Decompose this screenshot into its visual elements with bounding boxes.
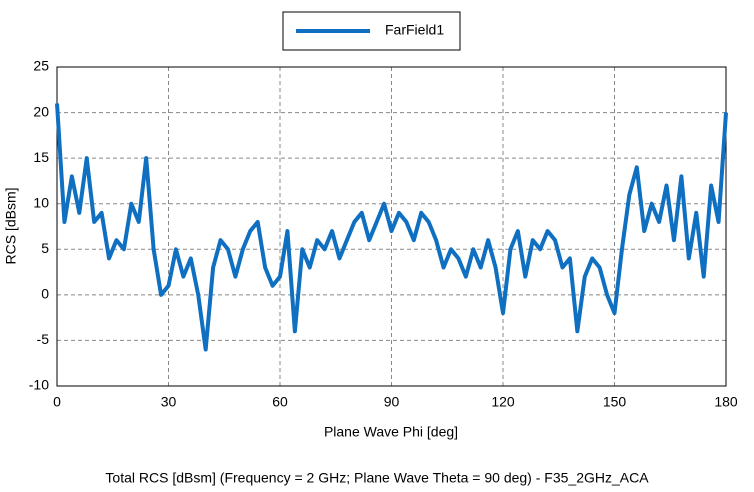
series-line: [55, 103, 728, 352]
x-axis-label: Plane Wave Phi [deg]: [324, 424, 458, 440]
y-tick-label: 25: [33, 58, 49, 74]
x-tick-label: 180: [714, 394, 738, 410]
x-tick-label: 150: [603, 394, 627, 410]
x-tick-label: 120: [491, 394, 515, 410]
x-tick-label: 30: [161, 394, 177, 410]
x-tick-label: 90: [384, 394, 400, 410]
y-axis-label: RCS [dBsm]: [3, 187, 19, 264]
plot-frame: [56, 66, 727, 387]
x-tick-label: 60: [272, 394, 288, 410]
y-tick-label: 15: [33, 149, 49, 165]
y-tick-label: 0: [41, 286, 49, 302]
y-tick-label: 10: [33, 194, 49, 210]
legend-label: FarField1: [385, 22, 444, 38]
y-tick-label: -5: [37, 331, 50, 347]
y-tick-label: 5: [41, 240, 49, 256]
x-tick-label: 0: [53, 394, 61, 410]
y-tick-label: 20: [33, 103, 49, 119]
chart-title: Total RCS [dBsm] (Frequency = 2 GHz; Pla…: [105, 470, 649, 486]
y-tick-label: -10: [29, 377, 49, 393]
